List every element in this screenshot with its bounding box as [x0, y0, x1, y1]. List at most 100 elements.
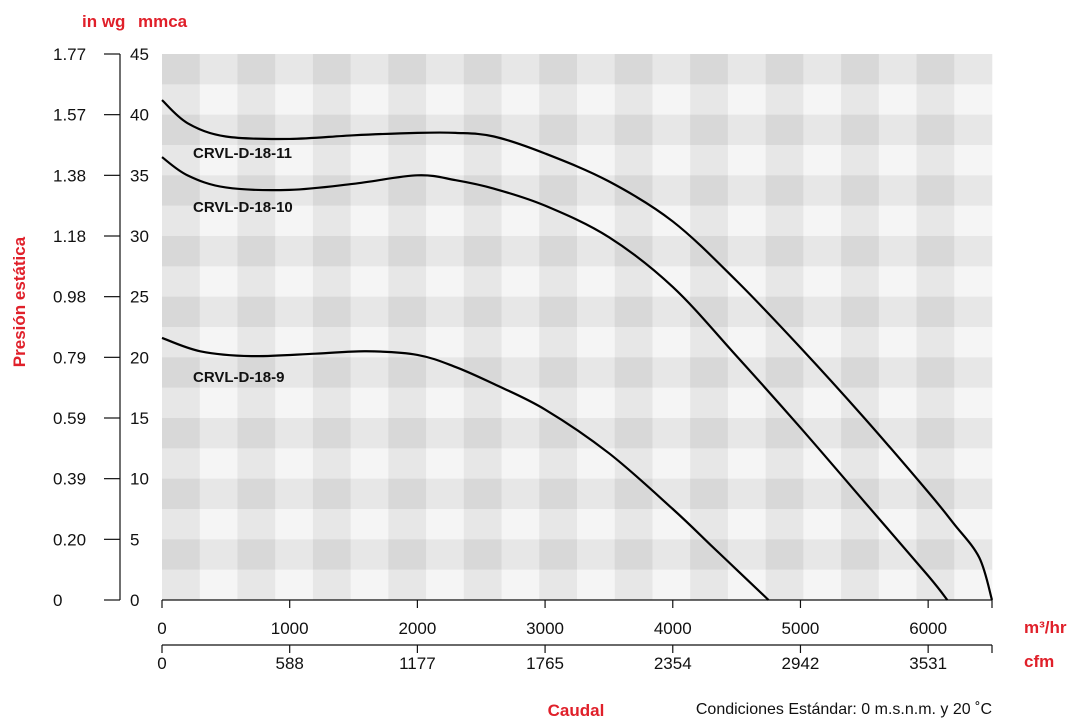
grid-cell — [916, 84, 955, 115]
grid-cell — [841, 266, 880, 297]
grid-cell — [199, 114, 238, 146]
grid-cell — [916, 509, 955, 540]
grid-cell — [690, 448, 729, 479]
grid-cell — [388, 509, 427, 540]
grid-cell — [878, 357, 917, 388]
grid-cell — [501, 296, 540, 328]
series-line-3 — [161, 336, 770, 601]
series-label-1: CRVL-D-18-11 — [193, 145, 292, 162]
grid-cell — [463, 266, 502, 297]
grid-cell — [690, 418, 729, 449]
grid-cell — [954, 327, 993, 358]
grid-cell — [162, 296, 201, 328]
x-ticks: 0 0 1000 588 2000 1177 3000 1765 4000 2354 5000 294… — [157, 600, 993, 673]
grid-cell — [841, 205, 880, 237]
grid-cell — [614, 145, 653, 176]
grid-cell — [237, 387, 276, 419]
grid-cell — [765, 478, 804, 510]
grid-cell — [463, 205, 502, 237]
grid-cell — [614, 175, 653, 206]
y-tick-label-mmca: 45 — [130, 45, 149, 64]
grid-cell — [312, 205, 351, 237]
grid-cell — [954, 114, 993, 146]
grid-cell — [275, 327, 314, 358]
grid-cell — [690, 54, 729, 85]
grid-cell — [162, 266, 201, 297]
grid-cell — [614, 266, 653, 297]
y-ticks: 0 0 5 0.20 10 0.39 15 0.59 20 0.79 25 0.98 30 1.18 35 1… — [53, 45, 149, 610]
y-tick-label-inwg: 1.38 — [53, 166, 86, 185]
y-tick-label-inwg: 1.77 — [53, 45, 86, 64]
grid-cell — [803, 539, 842, 570]
grid-cell — [916, 478, 955, 510]
grid-cell — [690, 327, 729, 358]
grid-cell — [463, 84, 502, 115]
x-tick-label-cfm: 2942 — [782, 654, 820, 673]
grid-cell — [954, 448, 993, 479]
grid-cell — [426, 54, 465, 85]
grid-cell — [237, 478, 276, 510]
grid-cell — [162, 327, 201, 358]
grid-cell — [426, 418, 465, 449]
unit-label-mmca: mmca — [138, 12, 188, 31]
grid-cell — [652, 145, 691, 176]
grid-cell — [463, 539, 502, 570]
x-tick-label: 6000 — [909, 619, 947, 638]
grid-cell — [690, 357, 729, 388]
grid-cell — [803, 387, 842, 419]
grid-cell — [916, 205, 955, 237]
grid-cell — [162, 539, 201, 570]
grid-cell — [878, 448, 917, 479]
grid-cell — [690, 145, 729, 176]
grid-cell — [765, 357, 804, 388]
grid-cell — [162, 236, 201, 267]
grid-cell — [614, 478, 653, 510]
grid-cell — [841, 569, 880, 601]
grid-cell — [916, 387, 955, 419]
grid-cell — [199, 84, 238, 115]
x-tick-label: 1000 — [271, 619, 309, 638]
y-tick-label-mmca: 25 — [130, 288, 149, 307]
grid-cell — [577, 357, 616, 388]
grid-cell — [426, 205, 465, 237]
x-tick-label: 3000 — [526, 619, 564, 638]
grid-cell — [954, 569, 993, 601]
grid-cell — [199, 357, 238, 388]
grid-cell — [237, 418, 276, 449]
grid-cell — [539, 539, 578, 570]
grid-cell — [954, 54, 993, 85]
grid-cell — [312, 539, 351, 570]
grid-cell — [237, 357, 276, 388]
grid-cell — [577, 236, 616, 267]
grid-cell — [841, 509, 880, 540]
grid-cell — [765, 236, 804, 267]
grid-cell — [312, 296, 351, 328]
grid-cell — [275, 114, 314, 146]
grid-cell — [426, 569, 465, 601]
grid-cell — [162, 387, 201, 419]
grid-cell — [162, 478, 201, 510]
y-tick-label-inwg: 0.59 — [53, 409, 86, 428]
grid-cell — [350, 145, 389, 176]
x-tick-label: 0 — [157, 619, 166, 638]
grid-cell — [539, 296, 578, 328]
grid-cell — [727, 205, 766, 237]
grid-cell — [199, 54, 238, 85]
grid-cell — [388, 84, 427, 115]
grid-cell — [690, 266, 729, 297]
grid-cell — [539, 175, 578, 206]
grid-cell — [162, 175, 201, 206]
grid-cell — [539, 418, 578, 449]
grid-cell — [614, 54, 653, 85]
grid-cell — [803, 54, 842, 85]
grid-cell — [727, 84, 766, 115]
grid-cell — [350, 539, 389, 570]
grid-cell — [954, 266, 993, 297]
grid-cell — [803, 114, 842, 146]
grid-cell — [614, 327, 653, 358]
grid-cell — [652, 236, 691, 267]
grid-cell — [350, 569, 389, 601]
grid-cell — [878, 205, 917, 237]
grid-cell — [312, 448, 351, 479]
y-tick-label-inwg: 0.79 — [53, 348, 86, 367]
